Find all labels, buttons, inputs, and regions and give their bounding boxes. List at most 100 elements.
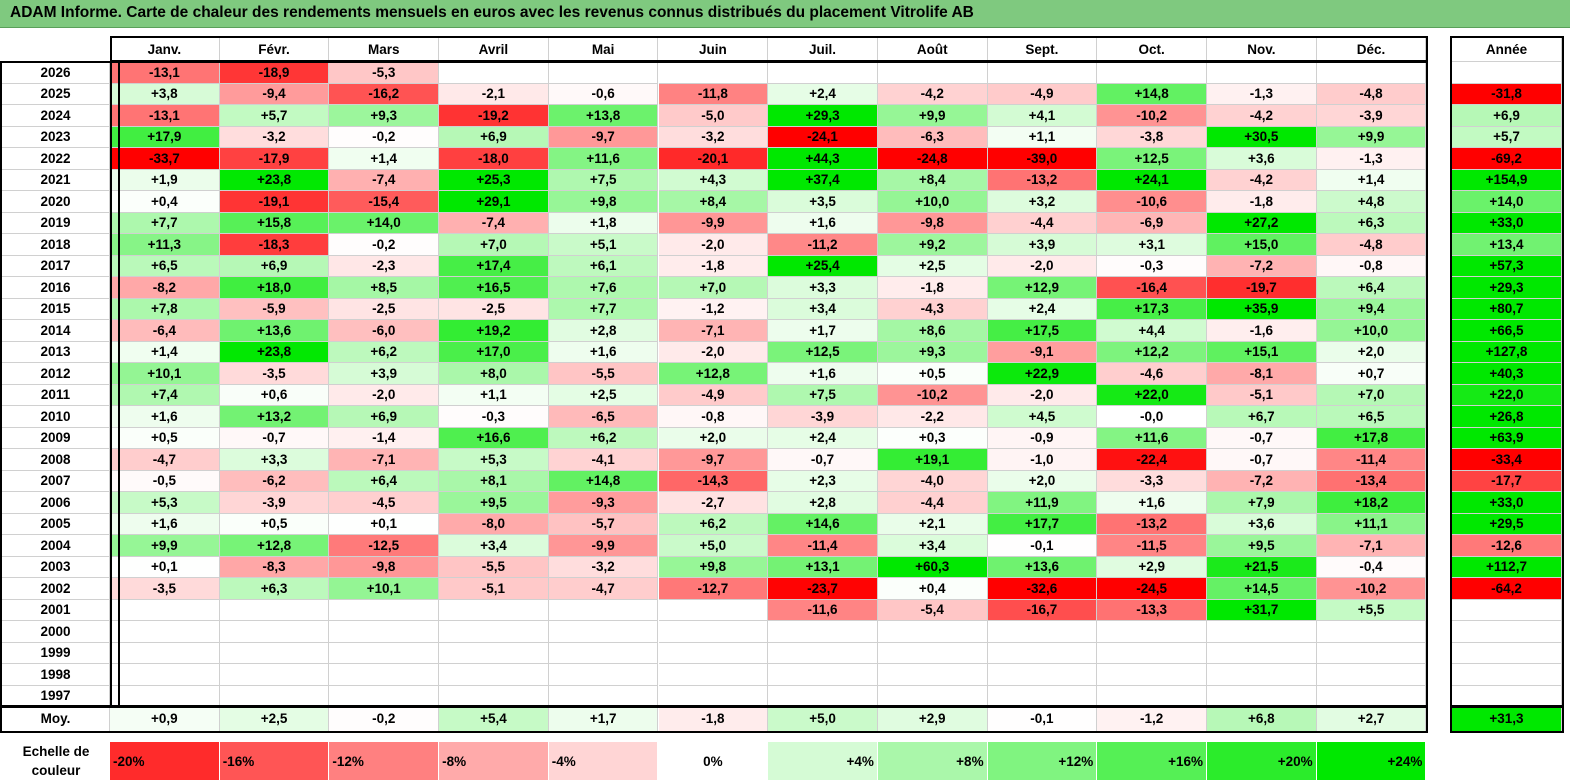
heatmap-cell: +1,1 (439, 384, 549, 406)
year-label: 2025 (2, 83, 110, 105)
heatmap-cell: -9,7 (658, 449, 769, 471)
month-header: Janv. (110, 38, 220, 62)
annual-cell (1452, 642, 1562, 664)
year-label: 1998 (2, 664, 110, 686)
heatmap-cell: -3,9 (219, 492, 330, 514)
heatmap-cell: -4,3 (877, 298, 988, 320)
average-cell: -1,8 (658, 707, 769, 732)
heatmap-cell: +6,9 (439, 126, 549, 148)
heatmap-cell (768, 62, 878, 84)
heatmap-cell: +25,3 (439, 169, 549, 191)
heatmap-cell: -9,8 (877, 212, 988, 234)
heatmap-cell: -1,0 (987, 449, 1098, 471)
heatmap-cell (877, 664, 988, 686)
heatmap-cell: +17,5 (987, 320, 1098, 342)
heatmap-cell: -14,3 (658, 470, 769, 492)
heatmap-cell (548, 664, 659, 686)
heatmap-cell: -10,2 (1097, 105, 1207, 127)
year-label: 2006 (2, 492, 110, 514)
heatmap-cell: +3,4 (768, 298, 878, 320)
month-header: Juil. (768, 38, 878, 62)
heatmap-cell: +10,0 (1316, 320, 1427, 342)
heatmap-cell: -17,9 (219, 148, 330, 170)
year-label: 2010 (2, 406, 110, 428)
heatmap-cell: -3,2 (548, 556, 659, 578)
heatmap-cell: +5,3 (110, 492, 220, 514)
heatmap-cell: -0,7 (1207, 449, 1317, 471)
heatmap-cell: -7,1 (658, 320, 769, 342)
heatmap-cell: -12,7 (658, 578, 769, 600)
annual-cell (1452, 685, 1562, 707)
heatmap-cell: -16,2 (329, 83, 440, 105)
annual-cell: +13,4 (1452, 234, 1562, 256)
heatmap-cell (219, 621, 330, 643)
annual-cell (1452, 599, 1562, 621)
heatmap-cell (768, 685, 878, 707)
heatmap-cell (1207, 642, 1317, 664)
heatmap-cell: -3,9 (1316, 105, 1427, 127)
heatmap-cell: +8,4 (658, 191, 769, 213)
heatmap-cell (987, 664, 1098, 686)
heatmap-cell: -11,6 (768, 599, 878, 621)
heatmap-cell: +2,4 (768, 427, 878, 449)
heatmap-cell: +29,3 (768, 105, 878, 127)
heatmap-cell: -6,5 (548, 406, 659, 428)
annual-cell: +80,7 (1452, 298, 1562, 320)
heatmap-cell: +0,4 (877, 578, 988, 600)
heatmap-cell: -32,6 (987, 578, 1098, 600)
heatmap-cell: +13,6 (987, 556, 1098, 578)
heatmap-cell: -6,9 (1097, 212, 1207, 234)
annual-cell: -64,2 (1452, 578, 1562, 600)
heatmap-cell: -13,1 (110, 105, 220, 127)
year-label: 2007 (2, 470, 110, 492)
average-cell: +2,5 (219, 707, 330, 732)
color-scale-stop: -16% (219, 742, 330, 780)
heatmap-cell: +0,1 (329, 513, 440, 535)
heatmap-cell: -4,4 (987, 212, 1098, 234)
heatmap-cell: -18,0 (439, 148, 549, 170)
month-header: Avril (439, 38, 549, 62)
heatmap-cell: -4,7 (110, 449, 220, 471)
heatmap-cell (658, 685, 769, 707)
heatmap-cell: +15,0 (1207, 234, 1317, 256)
heatmap-cell: +29,1 (439, 191, 549, 213)
heatmap-cell: -10,2 (877, 384, 988, 406)
heatmap-cell: +9,3 (329, 105, 440, 127)
heatmap-cell: -2,7 (658, 492, 769, 514)
heatmap-cell: +17,4 (439, 255, 549, 277)
heatmap-cell: +3,6 (1207, 513, 1317, 535)
heatmap-cell: -4,6 (1097, 363, 1207, 385)
annual-cell: -31,8 (1452, 83, 1562, 105)
heatmap-cell (110, 642, 220, 664)
heatmap-cell (1316, 642, 1427, 664)
heatmap-cell: +2,4 (768, 83, 878, 105)
heatmap-cell (1207, 685, 1317, 707)
heatmap-cell: -10,2 (1316, 578, 1427, 600)
heatmap-cell (548, 685, 659, 707)
heatmap-cell (1097, 621, 1207, 643)
heatmap-cell: -8,0 (439, 513, 549, 535)
heatmap-cell: +9,9 (110, 535, 220, 557)
heatmap-cell: +7,0 (1316, 384, 1427, 406)
heatmap-cell: +22,9 (987, 363, 1098, 385)
heatmap-cell: +10,1 (329, 578, 440, 600)
month-header: Juin (658, 38, 769, 62)
heatmap-cell: +0,6 (219, 384, 330, 406)
heatmap-cell: +3,3 (219, 449, 330, 471)
heatmap-cell: +0,5 (877, 363, 988, 385)
heatmap-cell (439, 599, 549, 621)
heatmap-cell (1207, 62, 1317, 84)
heatmap-cell: +11,1 (1316, 513, 1427, 535)
heatmap-cell: +1,9 (110, 169, 220, 191)
heatmap-cell (768, 621, 878, 643)
heatmap-cell: +7,8 (110, 298, 220, 320)
heatmap-cell: +9,5 (439, 492, 549, 514)
year-label: 2017 (2, 255, 110, 277)
heatmap-cell: -24,5 (1097, 578, 1207, 600)
month-header: Déc. (1316, 38, 1427, 62)
heatmap-cell: -6,2 (219, 470, 330, 492)
heatmap-cell: -2,5 (329, 298, 440, 320)
heatmap-cell: -4,2 (1207, 105, 1317, 127)
heatmap-cell (329, 599, 440, 621)
annual-cell (1452, 664, 1562, 686)
